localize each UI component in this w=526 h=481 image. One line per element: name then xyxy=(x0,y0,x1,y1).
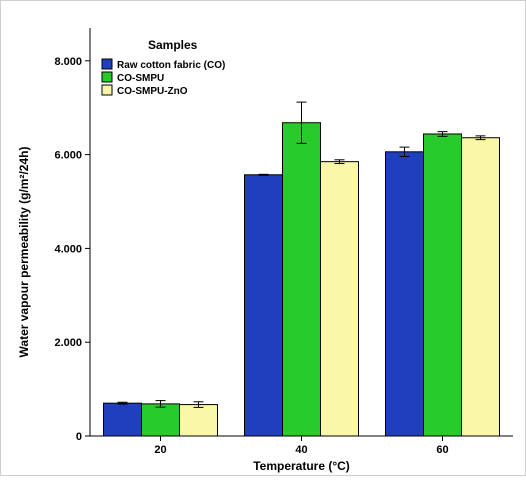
x-tick-label: 20 xyxy=(154,444,166,456)
bar xyxy=(179,404,218,437)
x-tick-label: 60 xyxy=(436,444,448,456)
y-tick-label: 2.000 xyxy=(54,337,82,349)
axes-layer: 0 2.000 4.000 6.000 8.000 20 40 60 xyxy=(54,28,513,456)
x-axis-label: Temperature (°C) xyxy=(253,459,350,473)
legend-swatch xyxy=(101,58,113,70)
legend-swatch xyxy=(101,84,113,96)
bar xyxy=(282,122,321,437)
bar xyxy=(244,174,283,437)
bar xyxy=(385,151,424,437)
legend: Samples Raw cotton fabric (CO) CO-SMPU CO-… xyxy=(94,34,258,104)
bar xyxy=(461,137,500,437)
bars-layer xyxy=(103,101,500,437)
bar xyxy=(320,161,359,437)
y-axis-label: Water vapour permeability (g/m²/24h) xyxy=(17,147,31,358)
bar xyxy=(141,403,180,437)
legend-entry-label: CO-SMPU-ZnO xyxy=(117,86,188,97)
y-tick-label: 8.000 xyxy=(54,56,82,68)
bar xyxy=(423,133,462,437)
legend-title: Samples xyxy=(148,38,198,52)
y-tick-label: 6.000 xyxy=(54,150,82,162)
legend-entry-label: Raw cotton fabric (CO) xyxy=(117,60,225,71)
legend-swatch xyxy=(101,71,113,83)
legend-box xyxy=(94,34,258,104)
y-tick-label: 4.000 xyxy=(54,243,82,255)
y-tick-label: 0 xyxy=(76,431,82,443)
x-tick-label: 40 xyxy=(295,444,307,456)
legend-entry-label: CO-SMPU xyxy=(117,73,164,84)
bar xyxy=(103,402,142,437)
